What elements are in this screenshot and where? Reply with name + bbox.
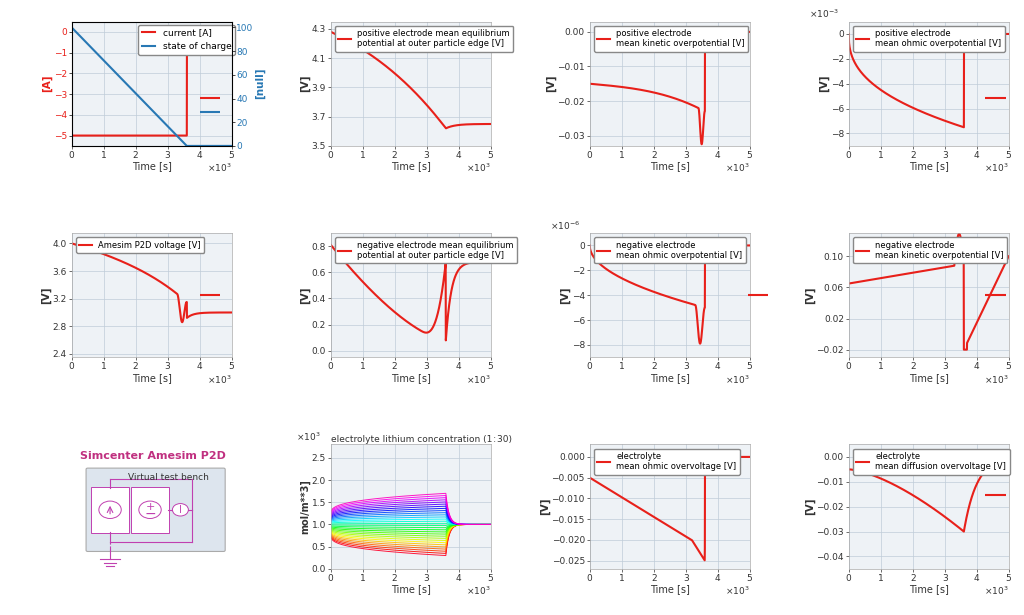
Legend: positive electrode mean equilibrium
potential at outer particle edge [V]: positive electrode mean equilibrium pote… bbox=[335, 26, 513, 52]
Y-axis label: [V]: [V] bbox=[540, 498, 550, 515]
Text: $\times10^{-3}$: $\times10^{-3}$ bbox=[809, 8, 839, 20]
Legend: positive electrode
mean ohmic overpotential [V]: positive electrode mean ohmic overpotent… bbox=[853, 26, 1005, 52]
Text: $\times10^3$: $\times10^3$ bbox=[207, 373, 231, 386]
X-axis label: Time [s]: Time [s] bbox=[391, 584, 430, 594]
Circle shape bbox=[172, 504, 188, 516]
X-axis label: Time [s]: Time [s] bbox=[650, 373, 689, 383]
X-axis label: Time [s]: Time [s] bbox=[908, 161, 948, 171]
Y-axis label: [A]: [A] bbox=[42, 75, 52, 92]
Text: −: − bbox=[144, 507, 156, 520]
Circle shape bbox=[139, 501, 161, 518]
Legend: positive electrode
mean kinetic overpotential [V]: positive electrode mean kinetic overpote… bbox=[594, 26, 749, 52]
FancyBboxPatch shape bbox=[131, 487, 169, 533]
Y-axis label: [V]: [V] bbox=[300, 75, 310, 92]
Text: $\times10^3$: $\times10^3$ bbox=[725, 162, 750, 175]
Y-axis label: [V]: [V] bbox=[41, 287, 51, 304]
Text: $\times10^{-6}$: $\times10^{-6}$ bbox=[550, 220, 580, 232]
Y-axis label: [V]: [V] bbox=[300, 287, 310, 304]
FancyBboxPatch shape bbox=[86, 468, 225, 552]
Text: Simcenter Amesim P2D: Simcenter Amesim P2D bbox=[80, 451, 225, 461]
Legend: current [A], state of charge: current [A], state of charge bbox=[138, 25, 236, 55]
Text: $\times10^3$: $\times10^3$ bbox=[207, 162, 231, 175]
Text: $\times10^3$: $\times10^3$ bbox=[466, 162, 490, 175]
Text: $\times10^3$: $\times10^3$ bbox=[984, 373, 1009, 386]
Y-axis label: [V]: [V] bbox=[819, 75, 829, 92]
Legend: negative electrode
mean kinetic overpotential [V]: negative electrode mean kinetic overpote… bbox=[853, 237, 1008, 263]
Text: $\times10^3$: $\times10^3$ bbox=[466, 373, 490, 386]
Legend: electrolyte
mean ohmic overvoltage [V]: electrolyte mean ohmic overvoltage [V] bbox=[594, 449, 740, 475]
X-axis label: Time [s]: Time [s] bbox=[908, 584, 948, 594]
X-axis label: Time [s]: Time [s] bbox=[132, 373, 172, 383]
X-axis label: Time [s]: Time [s] bbox=[650, 584, 689, 594]
Y-axis label: [null]: [null] bbox=[255, 68, 265, 100]
Text: $\times10^3$: $\times10^3$ bbox=[984, 585, 1009, 597]
Legend: negative electrode
mean ohmic overpotential [V]: negative electrode mean ohmic overpotent… bbox=[594, 237, 745, 263]
Text: Virtual test bench: Virtual test bench bbox=[128, 473, 209, 482]
Text: $\times10^3$: $\times10^3$ bbox=[725, 373, 750, 386]
Y-axis label: mol/m**3]: mol/m**3] bbox=[300, 479, 310, 534]
Text: $\times10^3$: $\times10^3$ bbox=[466, 585, 490, 597]
Y-axis label: [V]: [V] bbox=[546, 75, 556, 92]
X-axis label: Time [s]: Time [s] bbox=[132, 161, 172, 171]
Text: $\times10^3$: $\times10^3$ bbox=[725, 585, 750, 597]
Text: $\times10^3$: $\times10^3$ bbox=[296, 431, 321, 443]
X-axis label: Time [s]: Time [s] bbox=[391, 373, 430, 383]
Legend: negative electrode mean equilibrium
potential at outer particle edge [V]: negative electrode mean equilibrium pote… bbox=[335, 237, 517, 263]
Legend: electrolyte
mean diffusion overvoltage [V]: electrolyte mean diffusion overvoltage [… bbox=[853, 449, 1010, 475]
Y-axis label: [V]: [V] bbox=[805, 498, 815, 515]
X-axis label: Time [s]: Time [s] bbox=[391, 161, 430, 171]
Y-axis label: [V]: [V] bbox=[560, 287, 570, 304]
Circle shape bbox=[99, 501, 121, 518]
X-axis label: Time [s]: Time [s] bbox=[908, 373, 948, 383]
Text: $\times10^3$: $\times10^3$ bbox=[984, 162, 1009, 175]
Y-axis label: [V]: [V] bbox=[805, 287, 815, 304]
X-axis label: Time [s]: Time [s] bbox=[650, 161, 689, 171]
Text: I: I bbox=[179, 505, 182, 515]
Legend: Amesim P2D voltage [V]: Amesim P2D voltage [V] bbox=[76, 237, 205, 253]
FancyBboxPatch shape bbox=[91, 487, 129, 533]
Text: electrolyte lithium concentration (1 : 30): electrolyte lithium concentration (1 : 3… bbox=[331, 435, 512, 443]
Text: +: + bbox=[145, 502, 155, 512]
